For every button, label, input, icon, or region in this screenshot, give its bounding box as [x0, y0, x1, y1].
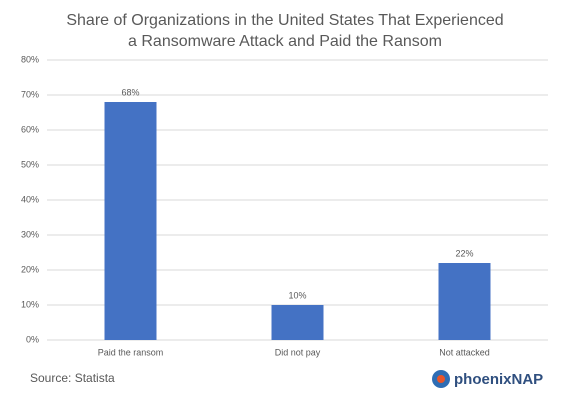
- chart-title: Share of Organizations in the United Sta…: [66, 12, 504, 50]
- logo: phoenixNAP: [454, 371, 543, 388]
- y-tick-label: 30%: [21, 229, 39, 239]
- y-tick-label: 0%: [26, 334, 39, 344]
- x-tick-label: Not attacked: [439, 347, 490, 357]
- value-label: 10%: [288, 290, 306, 300]
- value-label: 22%: [455, 248, 473, 258]
- bar: [438, 263, 491, 340]
- x-tick-label: Did not pay: [275, 347, 321, 357]
- y-tick-label: 70%: [21, 89, 39, 99]
- source: Source: Statista: [30, 371, 115, 385]
- x-tick-label: Paid the ransom: [98, 347, 164, 357]
- bar: [271, 305, 324, 340]
- value-label: 68%: [121, 87, 139, 97]
- y-tick-label: 10%: [21, 299, 39, 309]
- y-tick-label: 20%: [21, 264, 39, 274]
- y-tick-label: 60%: [21, 124, 39, 134]
- bar: [104, 102, 157, 340]
- y-tick-label: 80%: [21, 54, 39, 64]
- logo-icon-inner: [437, 375, 445, 383]
- y-tick-label: 40%: [21, 194, 39, 204]
- y-tick-label: 50%: [21, 159, 39, 169]
